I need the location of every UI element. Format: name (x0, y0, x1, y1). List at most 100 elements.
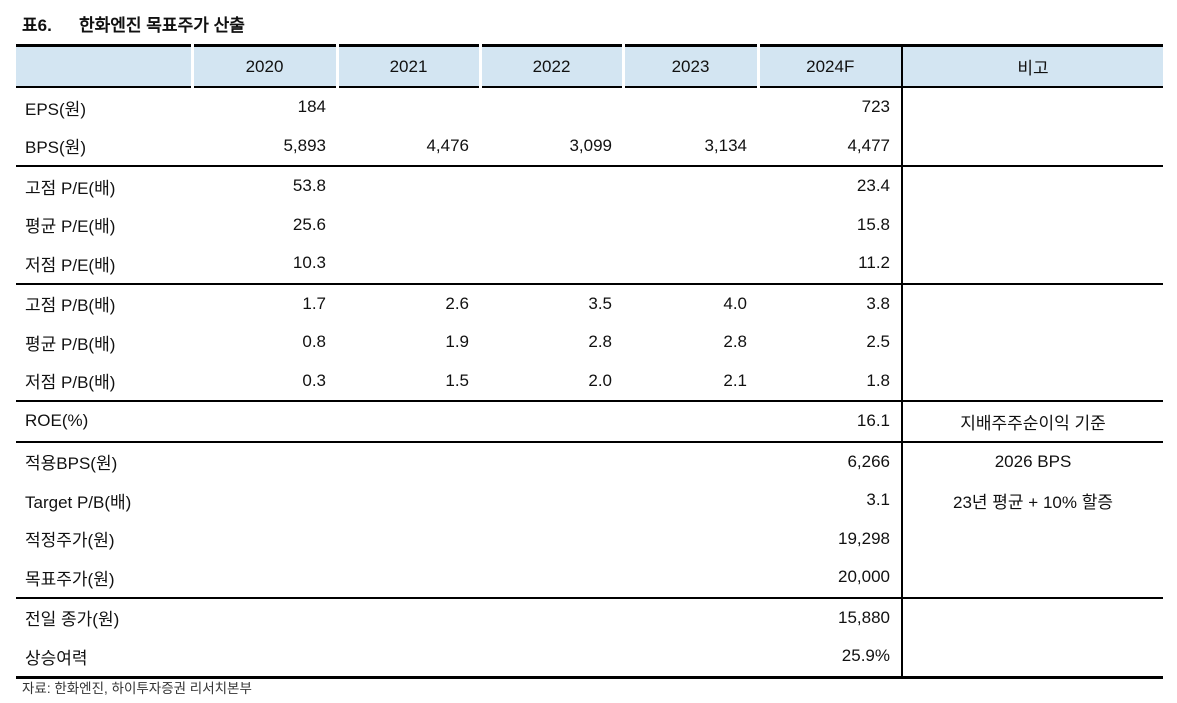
column-header-2023: 2023 (621, 45, 758, 88)
row-label: 적용BPS(원) (16, 440, 192, 481)
row-label: 적정주가(원) (25, 531, 115, 551)
cell-2023 (623, 637, 758, 677)
column-header-2020: 2020 (190, 45, 337, 88)
table-row: 고점 P/E(배) 53.8 23.4 (16, 165, 1163, 206)
cell-2020: 1.7 (192, 282, 337, 323)
cell-2021 (337, 481, 480, 520)
remark-cell (901, 637, 1163, 677)
cell-2024f: 3.8 (758, 282, 902, 323)
row-label: 평균 P/E(배) (25, 217, 116, 237)
cell-2024f: 23.4 (758, 165, 902, 206)
table-row: 고점 P/B(배) 1.7 2.6 3.5 4.0 3.8 (16, 282, 1163, 323)
cell-2021: 2.6 (337, 282, 480, 323)
cell-2020 (192, 520, 337, 559)
table-row: 상승여력 25.9% (16, 637, 1163, 677)
table-row: 평균 P/B(배) 0.8 1.9 2.8 2.8 2.5 (16, 323, 1163, 362)
cell-2021 (337, 440, 480, 481)
cell-2022 (480, 400, 623, 442)
cell-2024f: 15,880 (758, 596, 902, 637)
column-header-2021: 2021 (335, 45, 480, 88)
cell-2023 (623, 87, 758, 127)
cell-2023 (623, 558, 758, 598)
cell-2023 (623, 165, 758, 206)
remark-cell: 지배주주순이익 기준 (901, 400, 1163, 442)
remark-cell (901, 596, 1163, 637)
cell-2020: 25.6 (292, 214, 326, 234)
cell-2021 (337, 206, 480, 245)
cell-2023: 2.1 (723, 370, 747, 390)
cell-2022 (480, 558, 623, 598)
column-header-2022: 2022 (478, 45, 623, 88)
row-label: ROE(%) (16, 400, 192, 442)
row-label: 고점 P/B(배) (16, 282, 192, 323)
remark-cell (901, 244, 1163, 284)
cell-2021 (337, 244, 480, 284)
table-title-text: 한화엔진 목표주가 산출 (79, 16, 245, 35)
cell-2022 (480, 165, 623, 206)
cell-2024f: 20,000 (838, 567, 890, 587)
column-header-label (16, 45, 192, 88)
cell-2020: 0.8 (302, 332, 326, 352)
row-label: 목표주가(원) (25, 569, 115, 589)
remark-cell (901, 205, 1163, 244)
row-label: 상승여력 (25, 648, 88, 668)
cell-2020: 5,893 (283, 135, 326, 155)
target-price-table: 2020 2021 2022 2023 2024F 비고 EPS(원) 184 … (16, 44, 1163, 679)
cell-2020 (192, 596, 337, 637)
table-row: 평균 P/E(배) 25.6 15.8 (16, 205, 1163, 245)
cell-2023 (623, 244, 758, 284)
remark-cell: 23년 평균 + 10% 할증 (901, 481, 1163, 520)
cell-2024f: 6,266 (758, 440, 902, 481)
table-row: EPS(원) 184 723 (16, 87, 1163, 127)
table-row: 적용BPS(원) 6,266 2026 BPS (16, 440, 1163, 481)
cell-2020: 10.3 (292, 253, 326, 273)
cell-2024f: 4,477 (847, 135, 890, 155)
cell-2024f: 11.2 (858, 253, 890, 273)
cell-2021 (337, 558, 480, 598)
cell-2021: 4,476 (426, 135, 469, 155)
cell-2024f: 15.8 (856, 214, 890, 234)
cell-2021 (337, 165, 480, 206)
cell-2020: 0.3 (302, 370, 326, 390)
row-label: Target P/B(배) (25, 492, 132, 512)
remark-cell: 2026 BPS (901, 440, 1163, 481)
cell-2022 (480, 244, 623, 284)
row-label: BPS(원) (25, 138, 86, 158)
cell-2022: 2.8 (588, 332, 612, 352)
cell-2022 (480, 440, 623, 481)
table-row: 저점 P/E(배) 10.3 11.2 (16, 244, 1163, 284)
remark-cell (901, 558, 1163, 598)
cell-2023 (623, 596, 758, 637)
cell-2020: 53.8 (192, 165, 337, 206)
remark-cell (901, 519, 1163, 558)
cell-2022: 3,099 (569, 135, 612, 155)
table-row: BPS(원) 5,893 4,476 3,099 3,134 4,477 (16, 126, 1163, 166)
cell-2023: 2.8 (723, 332, 747, 352)
cell-2021 (337, 637, 480, 677)
cell-2021 (337, 596, 480, 637)
remark-cell (901, 126, 1163, 166)
cell-2020 (192, 440, 337, 481)
table-title: 표6. 한화엔진 목표주가 산출 (22, 11, 245, 36)
column-header-remark: 비고 (901, 45, 1163, 88)
cell-2020 (192, 481, 337, 520)
cell-2022: 2.0 (588, 370, 612, 390)
remark-cell (901, 361, 1163, 401)
column-header-2024f: 2024F (756, 45, 902, 88)
cell-2021 (337, 520, 480, 559)
cell-2023 (623, 440, 758, 481)
cell-2024f: 1.8 (866, 370, 890, 390)
row-label: 평균 P/B(배) (25, 334, 116, 354)
remark-cell (901, 87, 1163, 127)
cell-2023 (623, 481, 758, 520)
table-row: 저점 P/B(배) 0.3 1.5 2.0 2.1 1.8 (16, 361, 1163, 401)
cell-2024f: 723 (861, 97, 890, 117)
source-note: 자료: 한화엔진, 하이투자증권 리서치본부 (22, 681, 252, 696)
table-row: Target P/B(배) 3.1 23년 평균 + 10% 할증 (16, 481, 1163, 520)
cell-2022 (480, 87, 623, 127)
cell-2023: 4.0 (623, 282, 758, 323)
table-row: ROE(%) 16.1 지배주주순이익 기준 (16, 400, 1163, 442)
row-label: 전일 종가(원) (16, 596, 192, 637)
remark-cell (901, 165, 1163, 206)
table-header: 2020 2021 2022 2023 2024F 비고 (16, 45, 1163, 88)
